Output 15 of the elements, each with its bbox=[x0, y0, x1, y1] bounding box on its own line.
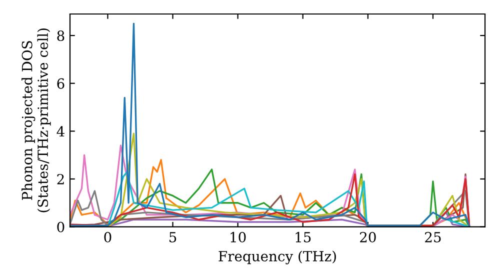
x-tick-label: 5 bbox=[170, 232, 176, 242]
x-tick-label: 10 bbox=[230, 232, 246, 242]
x-tick-label: 20 bbox=[360, 232, 376, 242]
x-tick-label: 0 bbox=[104, 232, 112, 242]
line-series bbox=[106, 132, 470, 227]
y-tick-label: 6 bbox=[57, 78, 64, 89]
y-tick-label: 4 bbox=[56, 126, 64, 136]
x-axis-title: Frequency (THz) bbox=[218, 250, 336, 264]
y-tick-label: 0 bbox=[57, 222, 64, 232]
y-tick-label: 8 bbox=[57, 30, 64, 41]
y-axis-title: Phonon projected DOS (States/THz·primitive cell) bbox=[22, 28, 51, 212]
x-tick-label: 25 bbox=[425, 232, 441, 242]
line-series bbox=[70, 22, 470, 227]
y-tick-label: 2 bbox=[57, 174, 64, 184]
x-tick-label: 15 bbox=[296, 232, 311, 242]
